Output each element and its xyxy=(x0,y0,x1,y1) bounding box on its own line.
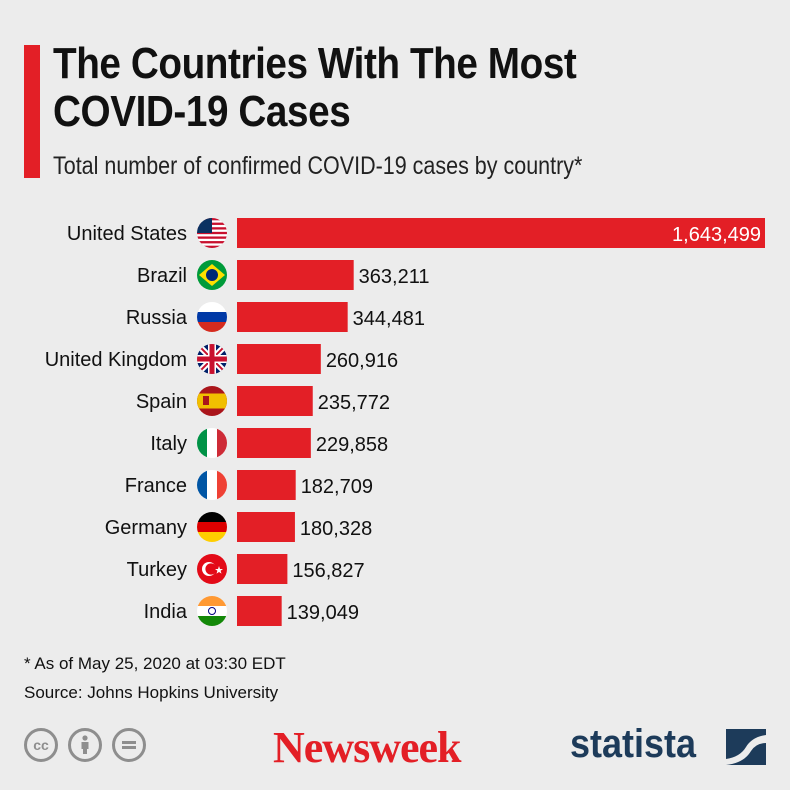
category-label: Brazil xyxy=(137,265,187,287)
category-label: Turkey xyxy=(127,559,187,581)
bar-row-turkey: Turkey 156,827 xyxy=(127,554,365,584)
bar-row-brazil: Brazil 363,211 xyxy=(137,260,430,290)
value-label: 363,211 xyxy=(359,266,430,288)
newsweek-logo[interactable]: Newsweek xyxy=(273,723,462,772)
bar xyxy=(237,428,311,458)
footnote: * As of May 25, 2020 at 03:30 EDT xyxy=(24,654,286,673)
category-label: India xyxy=(144,601,188,623)
category-label: Germany xyxy=(105,517,187,539)
bar-row-spain: Spain 235,772 xyxy=(136,386,390,416)
category-label: Russia xyxy=(126,307,188,329)
category-label: Spain xyxy=(136,391,187,413)
statista-logo[interactable]: statista xyxy=(570,722,697,766)
value-label: 344,481 xyxy=(353,308,425,330)
bar xyxy=(237,554,288,584)
attribution-icon[interactable] xyxy=(68,728,102,762)
bar-row-united-kingdom: United Kingdom 260,916 xyxy=(45,344,398,374)
uk-flag-icon xyxy=(197,344,227,374)
chart-subtitle: Total number of confirmed COVID-19 cases… xyxy=(53,152,583,180)
category-label: Italy xyxy=(150,433,187,455)
value-label: 229,858 xyxy=(316,434,388,456)
bar-row-france: France 182,709 xyxy=(125,470,373,500)
bar xyxy=(237,344,321,374)
bar xyxy=(237,596,282,626)
category-label: France xyxy=(125,475,187,497)
bar xyxy=(237,470,296,500)
india-flag-icon xyxy=(197,596,227,626)
bar-row-russia: Russia 344,481 xyxy=(126,302,425,332)
bar xyxy=(237,260,354,290)
category-label: United Kingdom xyxy=(45,349,187,371)
chart-title: The Countries With The Most COVID-19 Cas… xyxy=(53,39,577,136)
bar xyxy=(237,218,765,248)
spain-flag-icon xyxy=(197,386,227,416)
no-derivatives-icon[interactable] xyxy=(112,728,146,762)
source-note: Source: Johns Hopkins University xyxy=(24,683,279,702)
value-label: 182,709 xyxy=(301,476,373,498)
category-label: United States xyxy=(67,223,187,245)
bar xyxy=(237,512,295,542)
accent-bar xyxy=(24,45,40,178)
bar-row-united-states: United States 1,643,499 xyxy=(67,218,765,248)
italy-flag-icon xyxy=(197,428,227,458)
bar-row-italy: Italy 229,858 xyxy=(150,428,388,458)
turkey-flag-icon xyxy=(197,554,227,584)
brazil-flag-icon xyxy=(197,260,227,290)
germany-flag-icon xyxy=(197,512,227,542)
value-label: 156,827 xyxy=(292,560,364,582)
value-label: 260,916 xyxy=(326,350,398,372)
creative-commons-icon[interactable]: cc xyxy=(24,728,58,762)
license-icons: cc xyxy=(24,728,146,762)
statista-mark-icon xyxy=(726,729,766,765)
value-label: 1,643,499 xyxy=(672,224,761,246)
value-label: 139,049 xyxy=(287,602,359,624)
value-label: 235,772 xyxy=(318,392,390,414)
france-flag-icon xyxy=(197,470,227,500)
russia-flag-icon xyxy=(197,302,227,332)
bar xyxy=(237,302,348,332)
bar-chart: United States 1,643,499 Brazil 363,211 Russi… xyxy=(45,218,765,626)
bar xyxy=(237,386,313,416)
bar-row-germany: Germany 180,328 xyxy=(105,512,372,542)
us-flag-icon xyxy=(197,218,227,248)
value-label: 180,328 xyxy=(300,518,372,540)
bar-row-india: India 139,049 xyxy=(144,596,359,626)
